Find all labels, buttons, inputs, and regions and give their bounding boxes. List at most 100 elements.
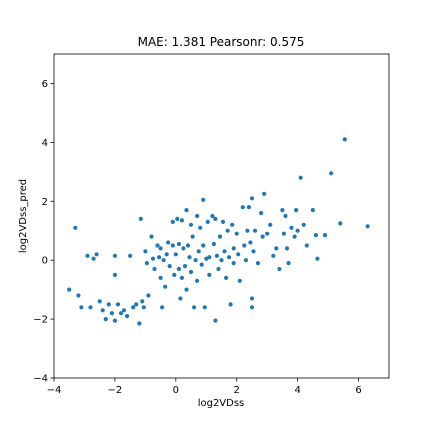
data-point xyxy=(95,252,99,256)
data-point xyxy=(343,137,347,141)
data-point xyxy=(187,255,191,259)
data-point xyxy=(294,208,298,212)
data-point xyxy=(172,273,176,277)
data-point xyxy=(315,257,319,261)
data-point xyxy=(181,246,185,250)
x-tick-label: 6 xyxy=(355,385,361,396)
data-point xyxy=(293,235,297,239)
data-point xyxy=(247,205,251,209)
x-tick-label: −4 xyxy=(47,385,62,396)
data-point xyxy=(215,254,219,258)
data-point xyxy=(253,229,257,233)
data-point xyxy=(296,229,300,233)
data-point xyxy=(314,233,318,237)
data-point xyxy=(259,211,263,215)
data-point xyxy=(195,279,199,283)
data-point xyxy=(191,235,195,239)
data-point xyxy=(180,218,184,222)
data-point xyxy=(142,305,146,309)
data-point xyxy=(329,171,333,175)
y-tick-label: 6 xyxy=(42,79,48,90)
data-point xyxy=(203,305,207,309)
data-point xyxy=(245,229,249,233)
data-point xyxy=(116,302,120,306)
data-point xyxy=(198,226,202,230)
data-point xyxy=(201,243,205,247)
data-point xyxy=(207,255,211,259)
data-point xyxy=(113,254,117,258)
data-point xyxy=(271,254,275,258)
data-point xyxy=(282,232,286,236)
data-point xyxy=(160,305,164,309)
data-point xyxy=(149,235,153,239)
x-tick-label: −2 xyxy=(108,385,123,396)
data-point xyxy=(110,311,114,315)
data-point xyxy=(248,240,252,244)
data-point xyxy=(241,205,245,209)
data-point xyxy=(88,305,92,309)
data-point xyxy=(256,261,260,265)
data-point xyxy=(283,214,287,218)
x-axis-label: log2VDss xyxy=(198,398,245,409)
data-point xyxy=(113,319,117,323)
x-tick-label: 4 xyxy=(294,385,300,396)
data-point xyxy=(139,217,143,221)
data-point xyxy=(104,317,108,321)
data-point xyxy=(286,261,290,265)
data-point xyxy=(137,321,141,325)
data-point xyxy=(289,226,293,230)
data-point xyxy=(250,296,254,300)
x-axis-ticks: −4 −2 0 2 4 6 xyxy=(47,378,362,396)
data-point xyxy=(178,296,182,300)
data-point xyxy=(262,192,266,196)
data-point xyxy=(366,224,370,228)
data-point xyxy=(221,220,225,224)
data-point xyxy=(244,258,248,262)
data-point xyxy=(151,257,155,261)
data-point xyxy=(305,243,309,247)
data-point xyxy=(194,258,198,262)
data-point xyxy=(261,235,265,239)
data-point xyxy=(274,246,278,250)
data-point xyxy=(152,267,156,271)
y-tick-label: −2 xyxy=(33,315,48,326)
data-point xyxy=(140,299,144,303)
data-points xyxy=(67,137,370,325)
data-point xyxy=(101,308,105,312)
data-point xyxy=(192,305,196,309)
data-point xyxy=(171,220,175,224)
data-point xyxy=(122,308,126,312)
data-point xyxy=(213,319,217,323)
data-point xyxy=(232,246,236,250)
data-point xyxy=(143,249,147,253)
data-point xyxy=(159,246,163,250)
data-point xyxy=(195,214,199,218)
data-point xyxy=(76,293,80,297)
data-point xyxy=(113,273,117,277)
data-point xyxy=(224,276,228,280)
data-point xyxy=(251,249,255,253)
data-point xyxy=(98,299,102,303)
data-point xyxy=(92,257,96,261)
data-point xyxy=(222,249,226,253)
data-point xyxy=(189,223,193,227)
data-point xyxy=(162,258,166,262)
data-point xyxy=(250,305,254,309)
data-point xyxy=(230,223,234,227)
data-point xyxy=(128,254,132,258)
x-tick-label: 2 xyxy=(234,385,240,396)
data-point xyxy=(184,288,188,292)
data-point xyxy=(268,223,272,227)
data-point xyxy=(200,263,204,267)
data-point xyxy=(238,279,242,283)
data-point xyxy=(213,217,217,221)
data-point xyxy=(67,288,71,292)
data-point xyxy=(235,232,239,236)
data-point xyxy=(285,246,289,250)
data-point xyxy=(171,243,175,247)
data-point xyxy=(206,220,210,224)
y-axis-label: log2VDss_pred xyxy=(18,179,29,253)
data-point xyxy=(212,242,216,246)
data-point xyxy=(227,255,231,259)
data-point xyxy=(85,254,89,258)
